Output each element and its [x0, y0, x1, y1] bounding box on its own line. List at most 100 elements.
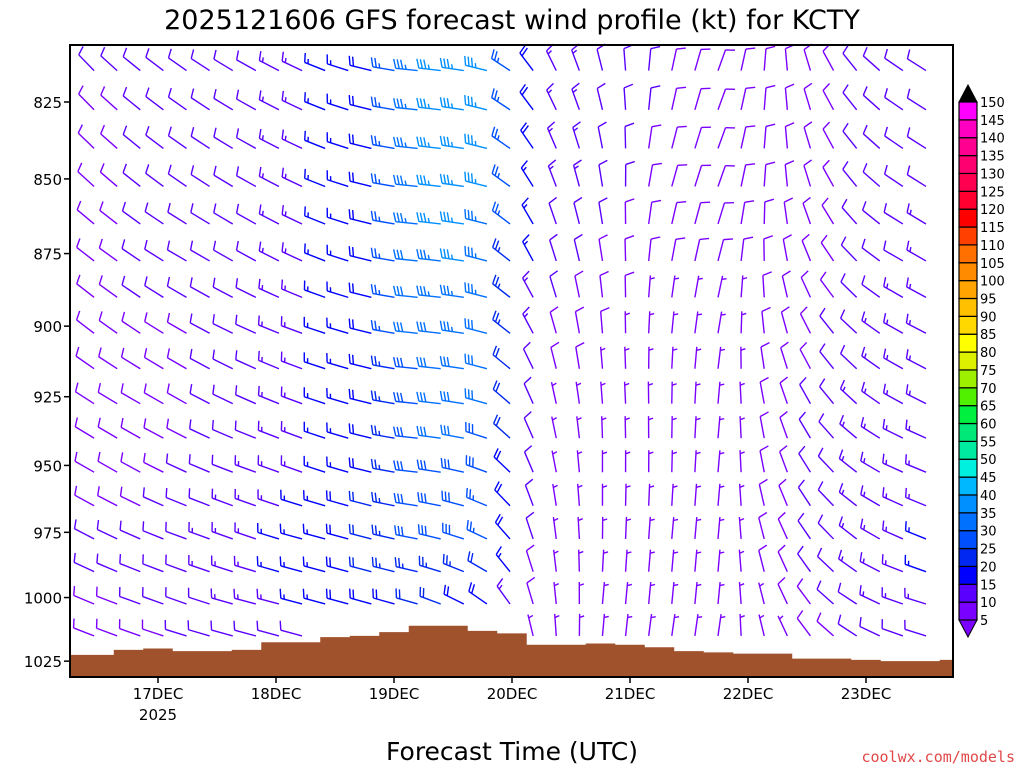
barb-full [861, 346, 866, 357]
barb-staff [78, 93, 95, 111]
barb-staff [840, 317, 858, 334]
wind-barb [100, 46, 118, 72]
wind-barb [416, 321, 441, 334]
barb-staff [234, 629, 257, 637]
barb-staff [212, 322, 234, 334]
wind-barb [394, 525, 418, 540]
barb-staff [98, 283, 118, 298]
barb-half [863, 491, 866, 497]
wind-barb [904, 521, 927, 540]
wind-barb [76, 238, 95, 262]
barb-full [522, 270, 530, 279]
barb-staff [738, 549, 742, 572]
barb-staff [326, 326, 349, 334]
barb-full [443, 321, 447, 331]
barb-full [119, 486, 123, 497]
barb-full [675, 237, 686, 240]
barb-half [697, 616, 703, 619]
barb-full [167, 202, 171, 213]
colorbar: 5101520253035404550556065707580859095100… [958, 83, 1005, 639]
barb-staff [573, 202, 581, 225]
wind-barb [572, 121, 581, 149]
barb-staff [717, 450, 721, 473]
wind-barb [167, 164, 187, 188]
barb-staff [280, 629, 303, 637]
colorbar-label: 50 [980, 453, 997, 468]
wind-barb [694, 416, 701, 439]
barb-staff [212, 428, 234, 439]
barb-staff [624, 549, 628, 572]
barb-staff [717, 165, 726, 187]
barb-half [673, 518, 679, 522]
wind-barb [526, 576, 536, 605]
barb-staff [784, 126, 789, 149]
barb-staff [717, 88, 727, 111]
barb-full [598, 159, 608, 166]
wind-barb [694, 201, 711, 225]
barb-staff [465, 142, 488, 150]
colorbar-swatch [958, 440, 978, 460]
barb-full [465, 487, 468, 498]
barb-full [468, 582, 473, 592]
barb-full [351, 134, 355, 145]
barb-full [256, 620, 259, 631]
wind-barb [803, 43, 813, 71]
barb-staff [372, 433, 395, 439]
barb-full [424, 493, 427, 504]
wind-barb [574, 306, 585, 334]
barb-half [284, 248, 287, 254]
wind-barb [717, 614, 726, 637]
barb-full [467, 172, 470, 182]
wind-barb [861, 238, 881, 262]
barb-staff [492, 246, 511, 262]
barb-full [396, 286, 400, 296]
barb-full [374, 248, 377, 258]
wind-barb [671, 237, 686, 262]
barb-full [467, 319, 470, 329]
x-tick-label: 21DEC [605, 685, 656, 703]
barb-half [572, 49, 578, 54]
barb-half [840, 556, 844, 562]
wind-barb [416, 285, 441, 299]
barb-half [779, 615, 784, 620]
barb-full [466, 519, 469, 530]
barb-staff [168, 173, 187, 188]
wind-barb [905, 419, 927, 439]
barb-full [100, 86, 106, 96]
barb-staff [281, 429, 303, 439]
barb-half [624, 417, 630, 421]
barb-staff [817, 522, 835, 540]
barb-staff [522, 277, 534, 298]
barb-full [348, 95, 351, 105]
wind-barb [904, 619, 927, 637]
barb-full [399, 322, 404, 332]
barb-full [419, 136, 424, 147]
barb-staff [803, 88, 812, 110]
wind-barb [798, 445, 812, 473]
wind-barb [348, 95, 372, 111]
barb-full [840, 273, 846, 283]
barb-half [578, 518, 583, 522]
barb-full [744, 200, 755, 203]
barb-staff [491, 172, 511, 188]
barb-full [419, 174, 424, 185]
wind-barb [393, 492, 418, 507]
barb-full [370, 135, 374, 145]
barb-full [464, 353, 467, 364]
colorbar-swatch [958, 351, 978, 371]
barb-full [399, 59, 404, 70]
wind-barb [647, 124, 662, 149]
barb-full [371, 491, 374, 502]
barb-full [399, 98, 404, 109]
barb-staff [188, 596, 210, 605]
barb-full [745, 125, 756, 128]
wind-barb [549, 233, 558, 262]
barb-full [494, 240, 500, 250]
barb-full [572, 121, 581, 128]
barb-staff [803, 49, 812, 71]
barb-full [325, 556, 328, 567]
barb-staff [884, 173, 904, 188]
barb-half [841, 456, 845, 461]
wind-barb [717, 238, 734, 262]
barb-full [492, 345, 498, 356]
